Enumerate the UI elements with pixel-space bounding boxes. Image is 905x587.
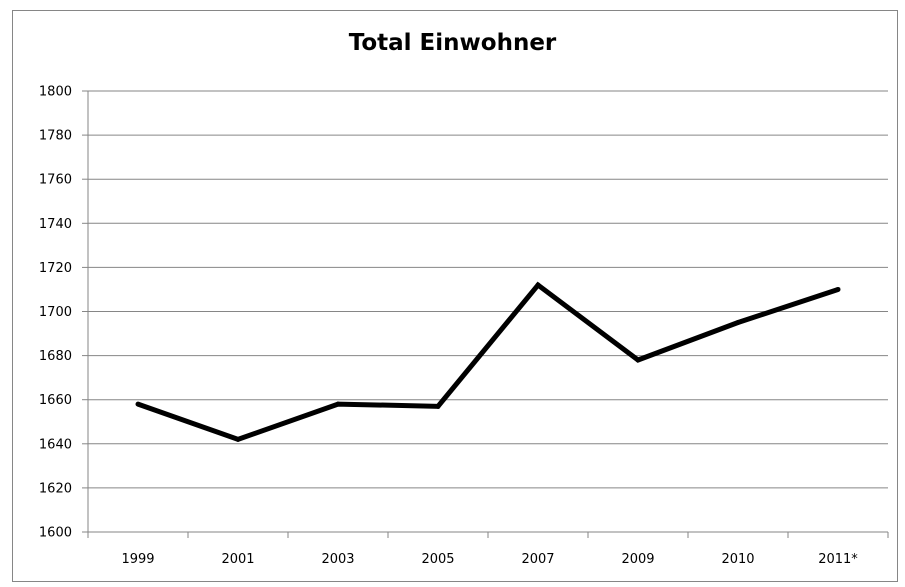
y-tick-label: 1800	[39, 85, 72, 100]
x-tick-label: 2003	[321, 552, 354, 567]
x-tick-label: 1999	[121, 552, 154, 567]
data-point	[435, 403, 441, 409]
data-point	[335, 401, 341, 407]
y-tick-label: 1720	[39, 261, 72, 276]
y-tick-label: 1780	[39, 129, 72, 144]
y-tick-label: 1640	[39, 437, 72, 452]
y-tick-label: 1700	[39, 305, 72, 320]
y-tick-label: 1680	[39, 349, 72, 364]
x-tick-label: 2007	[521, 552, 554, 567]
y-tick-label: 1760	[39, 173, 72, 188]
y-tick-label: 1660	[39, 393, 72, 408]
y-tick-label: 1620	[39, 481, 72, 496]
y-tick-label: 1740	[39, 217, 72, 232]
chart-title: Total Einwohner	[348, 30, 557, 56]
data-point	[735, 320, 741, 326]
data-point	[635, 357, 641, 363]
x-tick-label: 2009	[621, 552, 654, 567]
data-point	[835, 286, 841, 292]
data-point	[135, 401, 141, 407]
data-point	[535, 282, 541, 288]
data-point	[235, 436, 241, 442]
x-tick-label: 2011*	[818, 552, 858, 567]
chart-frame	[12, 10, 898, 582]
x-tick-label: 2005	[421, 552, 454, 567]
x-tick-label: 2001	[221, 552, 254, 567]
series-line	[137, 281, 839, 443]
x-tick-label: 2010	[721, 552, 754, 567]
y-tick-label: 1600	[39, 526, 72, 541]
